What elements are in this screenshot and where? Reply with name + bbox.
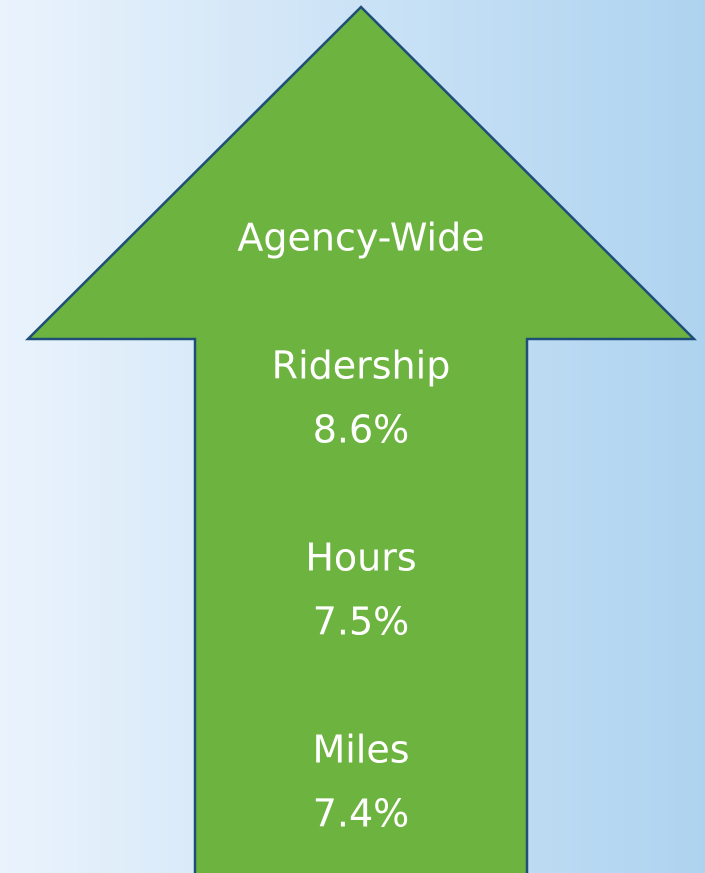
up-arrow — [24, 5, 698, 873]
title: Agency-Wide — [237, 216, 484, 260]
metric-value: 7.5% — [313, 600, 410, 644]
metric-label: Ridership — [272, 344, 451, 388]
metric-label: Hours — [305, 536, 416, 580]
metrics: Ridership 8.6% Hours 7.5% Miles 7.4% — [272, 344, 451, 836]
metric-label: Miles — [312, 728, 409, 772]
metric-value: 8.6% — [313, 408, 410, 452]
metric-value: 7.4% — [313, 792, 410, 836]
